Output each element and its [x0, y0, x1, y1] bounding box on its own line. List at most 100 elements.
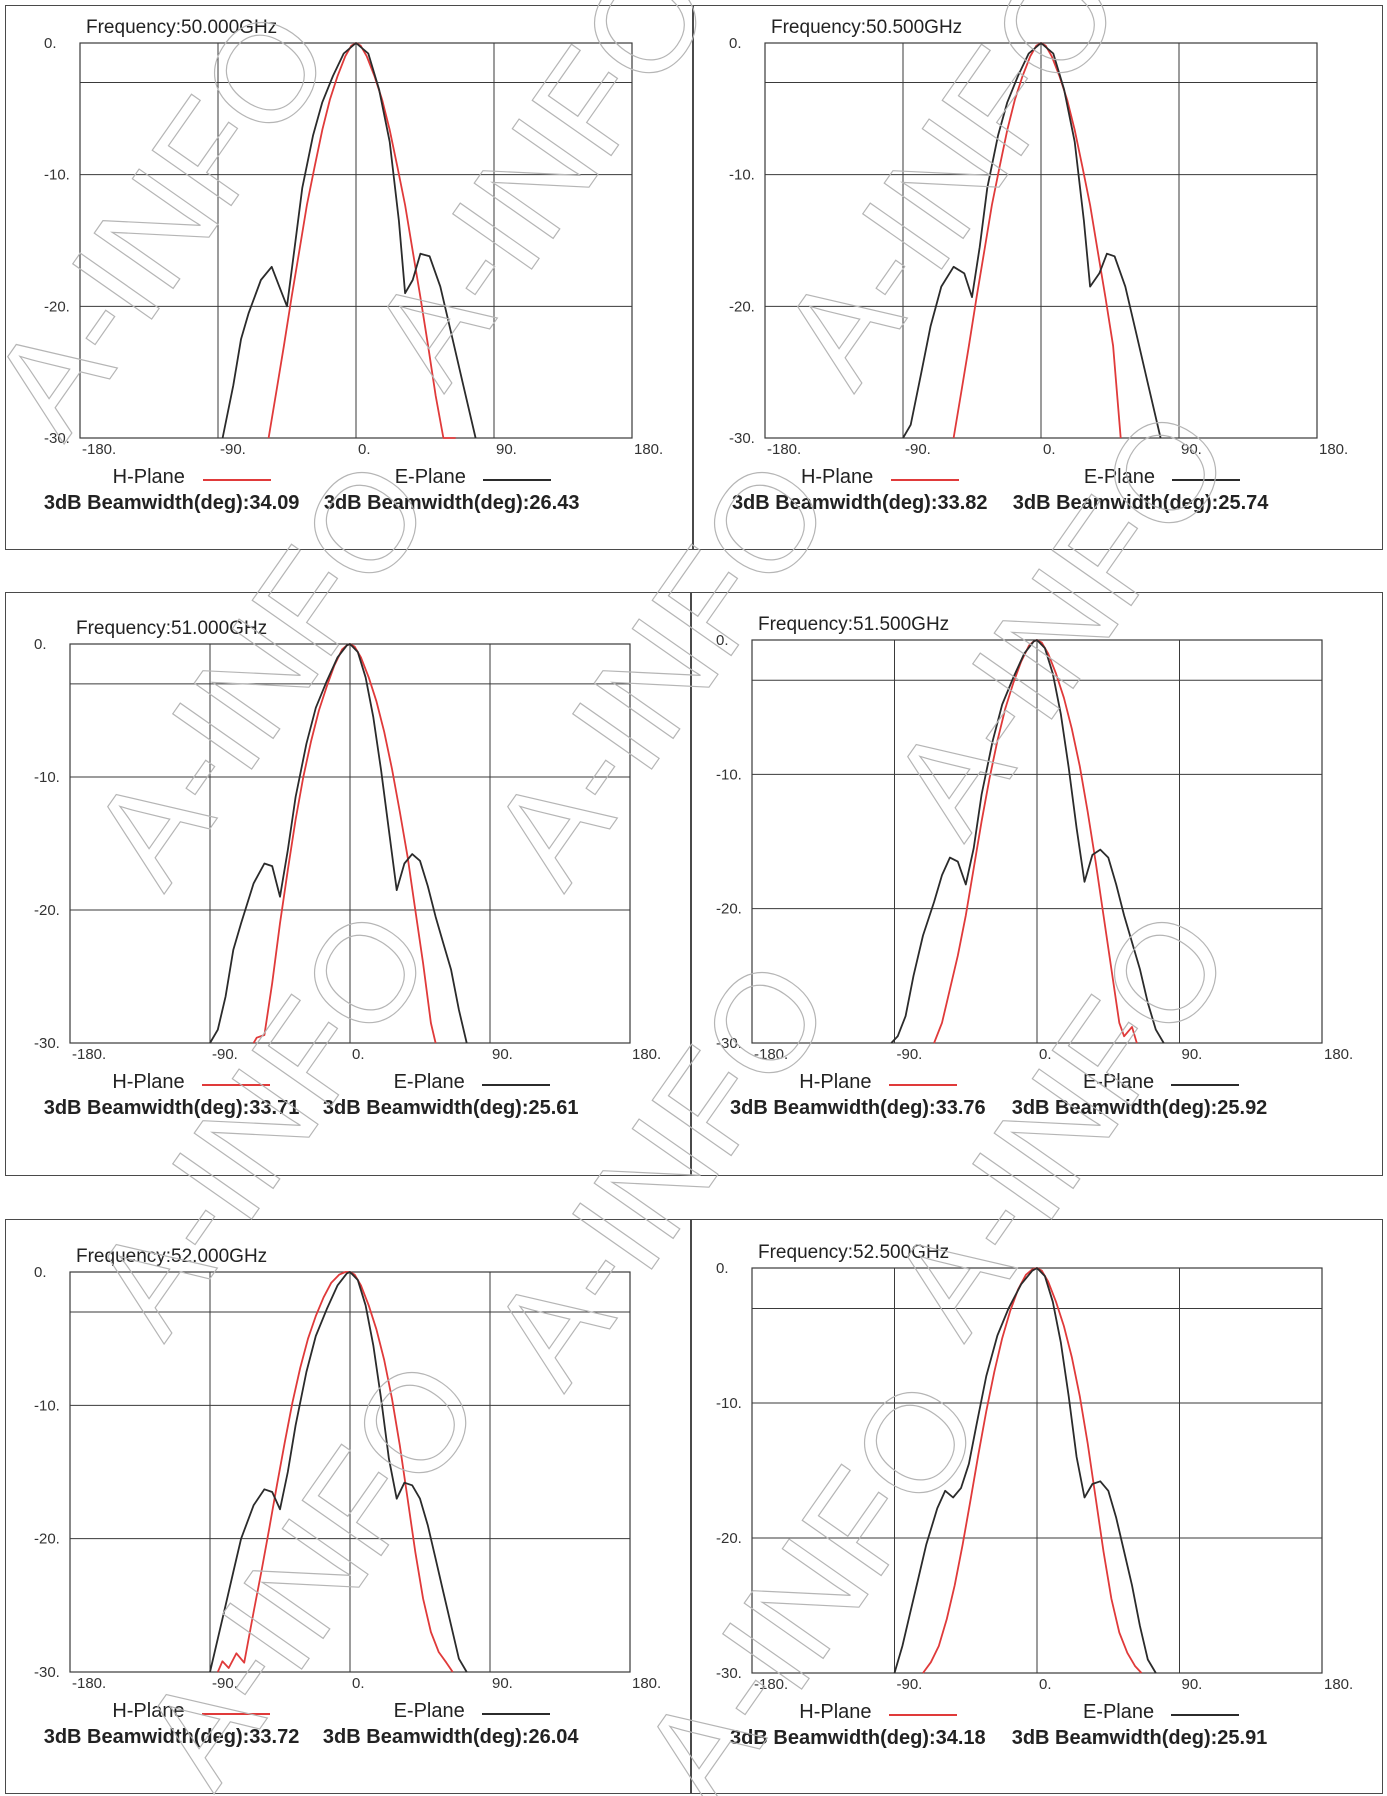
frequency-title: Frequency:51.000GHz: [76, 618, 268, 639]
x-tick-label: 90.: [496, 441, 517, 458]
y-tick-label: -30.: [729, 430, 755, 447]
x-tick-label: -180.: [82, 441, 116, 458]
y-tick-label: -10.: [34, 1397, 60, 1414]
e-plane-beamwidth: 3dB Beamwidth(deg):26.43: [323, 492, 580, 514]
x-tick-label: -90.: [905, 441, 931, 458]
pattern-panel-5: 0. -10. -20. -30. -180. -90. 0. 90. 180. Frequenc…: [5, 1219, 691, 1794]
radiation-pattern-plot: 0. -10. -20. -30. -180. -90. 0. 90. 180.: [44, 35, 663, 458]
h-plane-legend-swatch: [202, 479, 271, 481]
e-plane-beamwidth: 3dB Beamwidth(deg):25.61: [322, 1097, 579, 1119]
y-tick-label: -30.: [34, 1664, 60, 1681]
h-plane-beamwidth: 3dB Beamwidth(deg):34.18: [730, 1727, 986, 1749]
e-plane-beamwidth: 3dB Beamwidth(deg):25.92: [1011, 1097, 1268, 1119]
h-plane-legend-label: H-Plane: [800, 466, 874, 488]
h-plane-curve: [267, 42, 456, 439]
x-tick-label: 0.: [1039, 1676, 1052, 1693]
e-plane-legend-label: E-Plane: [1082, 1701, 1155, 1723]
h-plane-legend-swatch: [889, 1714, 958, 1716]
h-plane-beamwidth: 3dB Beamwidth(deg):34.09: [43, 492, 300, 514]
h-plane-beamwidth: 3dB Beamwidth(deg):33.71: [43, 1097, 300, 1119]
e-plane-legend-swatch: [481, 1713, 550, 1715]
x-tick-label: 180.: [632, 1675, 661, 1692]
x-tick-label: -180.: [72, 1046, 106, 1063]
x-tick-label: -90.: [897, 1046, 923, 1063]
x-tick-label: -90.: [212, 1046, 238, 1063]
h-plane-legend-label: H-Plane: [112, 466, 185, 488]
pattern-panel-1: 0. -10. -20. -30. -180. -90. 0. 90. 180. Frequenc…: [5, 5, 693, 550]
frequency-title: Frequency:51.500GHz: [758, 614, 950, 635]
y-tick-label: -10.: [729, 167, 755, 184]
h-plane-beamwidth: 3dB Beamwidth(deg):33.76: [730, 1097, 986, 1119]
y-tick-label: 0.: [34, 1264, 47, 1281]
h-plane-legend-label: H-Plane: [112, 1700, 185, 1722]
h-plane-legend-label: H-Plane: [799, 1701, 872, 1723]
pattern-panel-4: 0. -10. -20. -30. -180. -90. 0. 90. 180. Frequenc…: [691, 592, 1383, 1176]
e-plane-curve: [209, 643, 468, 1044]
h-plane-beamwidth: 3dB Beamwidth(deg):33.82: [731, 492, 988, 514]
h-plane-curve: [952, 42, 1122, 439]
x-tick-label: 90.: [1182, 1676, 1203, 1693]
h-plane-curve: [216, 1271, 454, 1673]
e-plane-legend-label: E-Plane: [394, 466, 466, 488]
pattern-panel-6: 0. -10. -20. -30. -180. -90. 0. 90. 180. Frequenc…: [691, 1219, 1383, 1794]
radiation-pattern-plot: 0. -10. -20. -30. -180. -90. 0. 90. 180.: [716, 632, 1353, 1063]
pattern-panel-3: 0. -10. -20. -30. -180. -90. 0. 90. 180. Frequenc…: [5, 592, 691, 1176]
y-tick-label: -10.: [716, 766, 742, 783]
frequency-title: Frequency:50.500GHz: [771, 17, 963, 38]
radiation-pattern-plot: 0. -10. -20. -30. -180. -90. 0. 90. 180.: [716, 1260, 1353, 1693]
y-tick-label: 0.: [34, 636, 47, 653]
x-tick-label: 0.: [352, 1046, 365, 1063]
h-plane-legend-swatch: [202, 1084, 271, 1086]
x-tick-label: -90.: [220, 441, 246, 458]
e-plane-curve: [221, 42, 477, 439]
frequency-title: Frequency:52.500GHz: [758, 1242, 950, 1263]
x-tick-label: 180.: [1319, 441, 1348, 458]
y-tick-label: -20.: [34, 902, 60, 919]
y-tick-label: -20.: [716, 1530, 742, 1547]
x-tick-label: 90.: [1181, 441, 1202, 458]
y-tick-label: -10.: [34, 769, 60, 786]
x-tick-label: -180.: [754, 1676, 788, 1693]
e-plane-legend-swatch: [482, 479, 551, 481]
e-plane-legend-swatch: [1171, 479, 1240, 481]
x-tick-label: 180.: [632, 1046, 661, 1063]
y-tick-label: -20.: [729, 298, 755, 315]
radiation-pattern-plot: 0. -10. -20. -30. -180. -90. 0. 90. 180.: [729, 35, 1348, 458]
y-tick-label: -20.: [34, 1531, 60, 1548]
x-tick-label: 180.: [1324, 1046, 1353, 1063]
y-tick-label: -20.: [716, 901, 742, 918]
h-plane-legend-swatch: [889, 1084, 958, 1086]
e-plane-beamwidth: 3dB Beamwidth(deg):25.74: [1012, 492, 1269, 514]
y-tick-label: 0.: [44, 35, 57, 52]
y-tick-label: -30.: [716, 1035, 742, 1052]
x-tick-label: -180.: [754, 1046, 788, 1063]
h-plane-legend-label: H-Plane: [799, 1071, 872, 1093]
pattern-panel-2: 0. -10. -20. -30. -180. -90. 0. 90. 180. Frequenc…: [693, 5, 1383, 550]
e-plane-curve: [893, 1267, 1157, 1674]
x-tick-label: 0.: [352, 1675, 365, 1692]
y-tick-label: -10.: [44, 167, 70, 184]
x-tick-label: -90.: [212, 1675, 238, 1692]
x-tick-label: 90.: [1182, 1046, 1203, 1063]
e-plane-beamwidth: 3dB Beamwidth(deg):25.91: [1011, 1727, 1268, 1749]
x-tick-label: 0.: [1039, 1046, 1052, 1063]
x-tick-label: -180.: [767, 441, 801, 458]
y-tick-label: -30.: [716, 1665, 742, 1682]
e-plane-legend-swatch: [1170, 1084, 1239, 1086]
h-plane-legend-label: H-Plane: [112, 1071, 185, 1093]
h-plane-curve: [252, 643, 437, 1044]
x-tick-label: 90.: [492, 1675, 513, 1692]
e-plane-legend-label: E-Plane: [393, 1700, 465, 1722]
radiation-pattern-plot: 0. -10. -20. -30. -180. -90. 0. 90. 180.: [34, 636, 661, 1063]
h-plane-beamwidth: 3dB Beamwidth(deg):33.72: [43, 1726, 300, 1748]
y-tick-label: -30.: [44, 430, 70, 447]
h-plane-legend-swatch: [890, 479, 959, 481]
h-plane-curve: [922, 1267, 1143, 1674]
e-plane-legend-label: E-Plane: [1082, 1071, 1155, 1093]
y-tick-label: -30.: [34, 1035, 60, 1052]
e-plane-legend-label: E-Plane: [1083, 466, 1155, 488]
frequency-title: Frequency:52.000GHz: [76, 1246, 268, 1267]
e-plane-beamwidth: 3dB Beamwidth(deg):26.04: [322, 1726, 579, 1748]
frequency-title: Frequency:50.000GHz: [86, 17, 278, 38]
e-plane-legend-label: E-Plane: [393, 1071, 465, 1093]
